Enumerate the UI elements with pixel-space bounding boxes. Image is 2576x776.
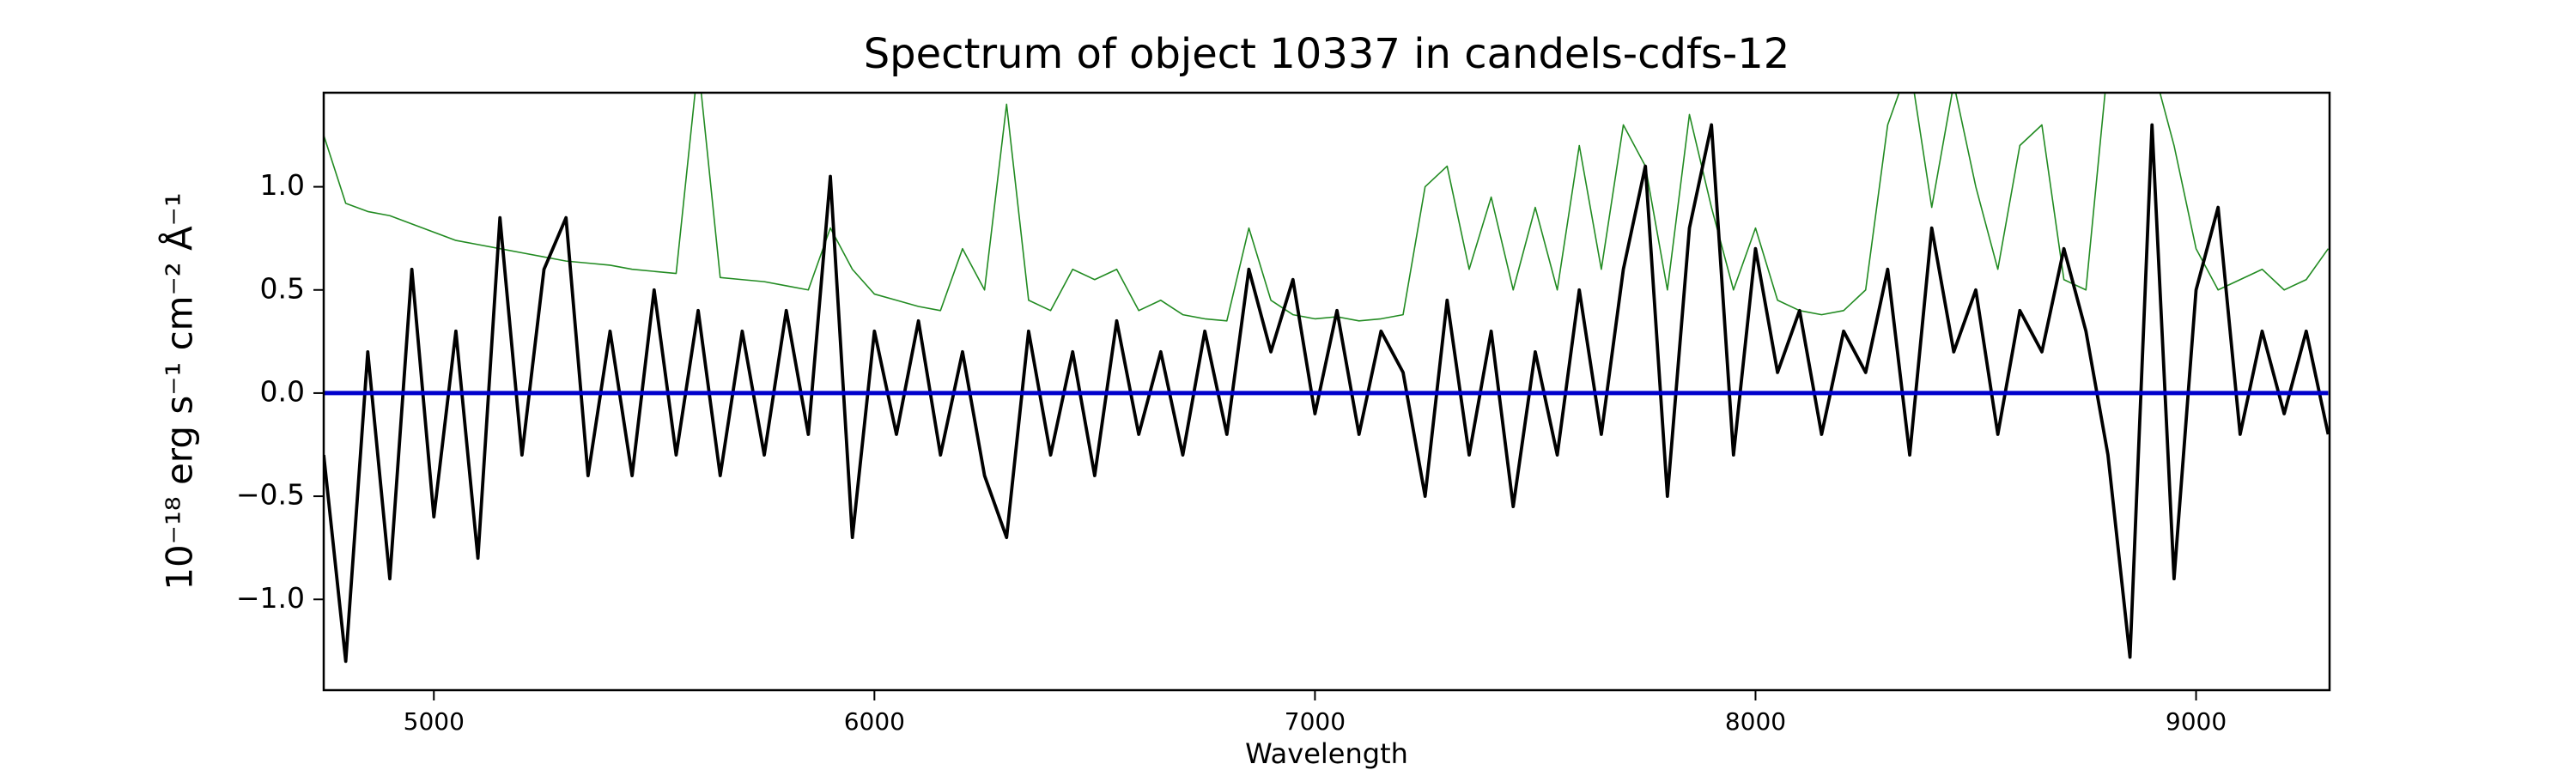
x-tick-label: 5000 [404, 707, 465, 736]
spectrum-line [324, 93, 2330, 322]
chart-title: Spectrum of object 10337 in candels-cdfs… [864, 30, 1790, 78]
y-axis-label: 10⁻¹⁸ erg s⁻¹ cm⁻² Å⁻¹ [158, 192, 201, 590]
x-tick-label: 9000 [2166, 707, 2227, 736]
y-tick-label: 1.0 [260, 168, 305, 202]
x-tick-label: 8000 [1725, 707, 1786, 736]
y-tick-label: −0.5 [236, 478, 305, 512]
y-tick-label: −1.0 [236, 581, 305, 615]
plot-frame [322, 91, 2331, 692]
x-axis-label: Wavelength [1245, 737, 1408, 770]
y-tick-label: 0.0 [260, 374, 305, 408]
y-tick-label: 0.5 [260, 271, 305, 305]
plot-area [324, 93, 2330, 664]
spectrum-line [324, 123, 2330, 664]
x-tick-label: 7000 [1285, 707, 1346, 736]
x-tick-label: 6000 [844, 707, 905, 736]
